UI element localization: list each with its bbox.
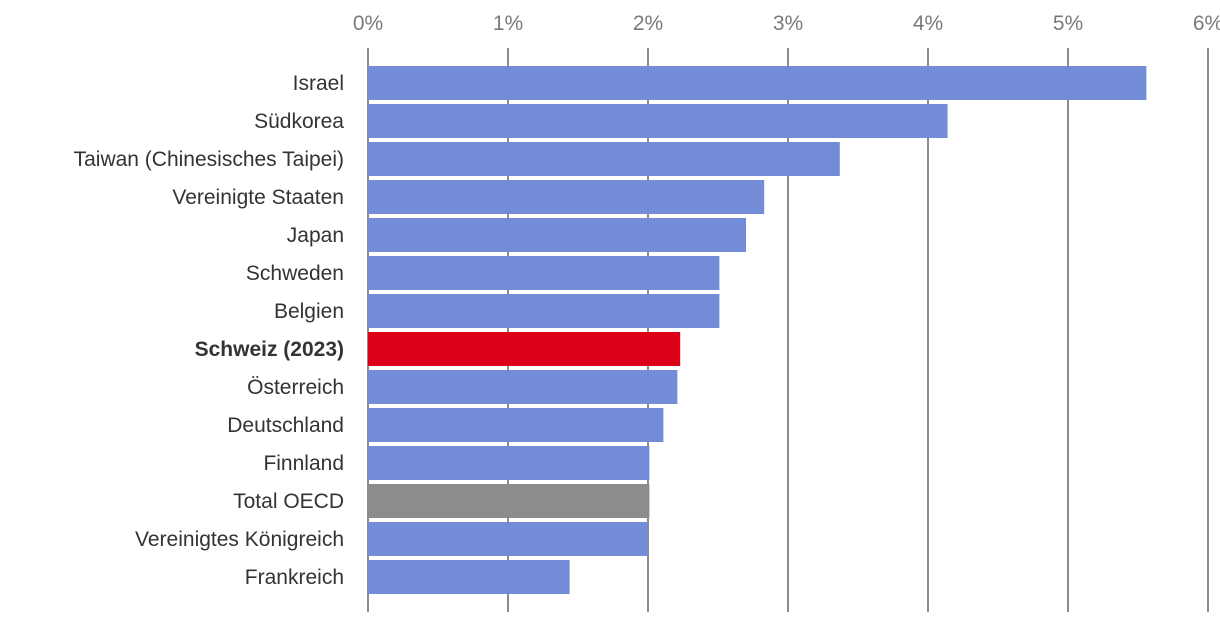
bar [368,484,650,518]
x-axis-tick-labels: 0% 1% 2% 3% 4% 5% 6% [353,12,1220,35]
bar [368,370,678,404]
x-tick-label: 6% [1193,12,1220,35]
bar [368,104,948,138]
x-tick-label: 5% [1053,12,1083,35]
bar [368,332,681,366]
bar [368,522,648,556]
category-labels: Israel Südkorea Taiwan (Chinesisches Taipe… [74,72,345,589]
bar [368,66,1147,100]
category-label: Japan [287,224,344,247]
x-tick-label: 1% [493,12,523,35]
bar [368,256,720,290]
bar [368,408,664,442]
bar [368,560,570,594]
category-label: Vereinigte Staaten [172,186,344,209]
category-label: Taiwan (Chinesisches Taipei) [74,148,344,171]
category-label: Schweden [246,262,344,285]
category-label: Finnland [263,452,344,475]
category-label: Vereinigtes Königreich [135,528,344,551]
bar [368,142,840,176]
x-tick-label: 3% [773,12,803,35]
category-label: Österreich [247,376,344,399]
category-label: Belgien [274,300,344,323]
x-tick-label: 4% [913,12,943,35]
category-label: Deutschland [227,414,344,437]
category-label: Israel [293,72,344,95]
x-tick-label: 2% [633,12,663,35]
category-label: Total OECD [233,490,344,513]
bar [368,218,746,252]
bars [368,66,1147,594]
x-tick-label: 0% [353,12,383,35]
category-label: Schweiz (2023) [195,338,344,361]
bar [368,446,650,480]
bar [368,294,720,328]
bar [368,180,765,214]
category-label: Südkorea [254,110,344,133]
category-label: Frankreich [245,566,344,589]
